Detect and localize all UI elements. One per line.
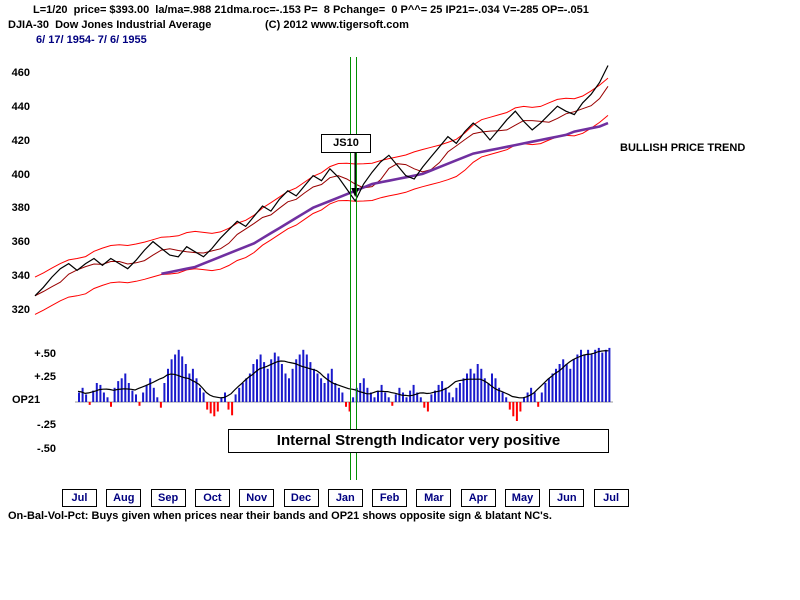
indicator-note-box: Internal Strength Indicator very positiv… <box>228 429 609 453</box>
month-label-jul-2: Jul <box>593 489 629 507</box>
indicator-axis-label: -.25 <box>37 418 56 431</box>
month-label-oct: Oct <box>194 489 230 507</box>
price-axis-label: 460 <box>11 67 30 79</box>
indicator-axis-label: +.25 <box>34 371 56 384</box>
signal-annotation-box: JS10 <box>321 134 371 153</box>
footer-note: On-Bal-Vol-Pct: Buys given when prices n… <box>8 510 552 522</box>
month-label-feb: Feb <box>372 489 408 507</box>
month-label-may: May <box>505 489 540 507</box>
trend-annotation: BULLISH PRICE TREND <box>620 142 746 154</box>
price-axis-label: 420 <box>11 134 30 147</box>
price-axis-label: 360 <box>11 236 30 249</box>
symbol-title: DJIA-30 Dow Jones Industrial Average <box>8 19 212 31</box>
month-label-dec: Dec <box>283 489 319 507</box>
signal-date-vline-2 <box>356 57 357 480</box>
month-label-jul: Jul <box>62 489 97 507</box>
price-axis-label: 440 <box>11 100 30 113</box>
signal-date-vline <box>350 57 351 480</box>
month-label-apr: Apr <box>460 489 496 507</box>
price-axis-label: 320 <box>11 304 30 316</box>
price-axis-label: 400 <box>11 168 30 181</box>
indicator-axis-label: -.50 <box>37 442 56 455</box>
month-label-nov: Nov <box>239 489 275 507</box>
stats-line: L=1/20 price= $393.00 la/ma=.988 21dma.r… <box>33 4 589 16</box>
price-axis-label: 340 <box>11 270 30 283</box>
date-range: 6/ 17/ 1954- 7/ 6/ 1955 <box>36 34 147 46</box>
month-label-mar: Mar <box>416 489 452 507</box>
price-axis-label: 380 <box>11 202 30 215</box>
indicator-name-label: OP21 <box>12 394 41 406</box>
copyright-notice: (C) 2012 www.tigersoft.com <box>265 19 409 31</box>
month-label-jan: Jan <box>327 489 363 507</box>
month-label-sep: Sep <box>150 489 186 507</box>
month-axis: Jul Aug Sep Oct Nov Dec Jan Feb Mar Apr May Jun Jul <box>0 489 800 508</box>
indicator-axis-label: +.50 <box>34 347 56 360</box>
month-label-aug: Aug <box>106 489 142 507</box>
month-label-jun: Jun <box>549 489 585 507</box>
